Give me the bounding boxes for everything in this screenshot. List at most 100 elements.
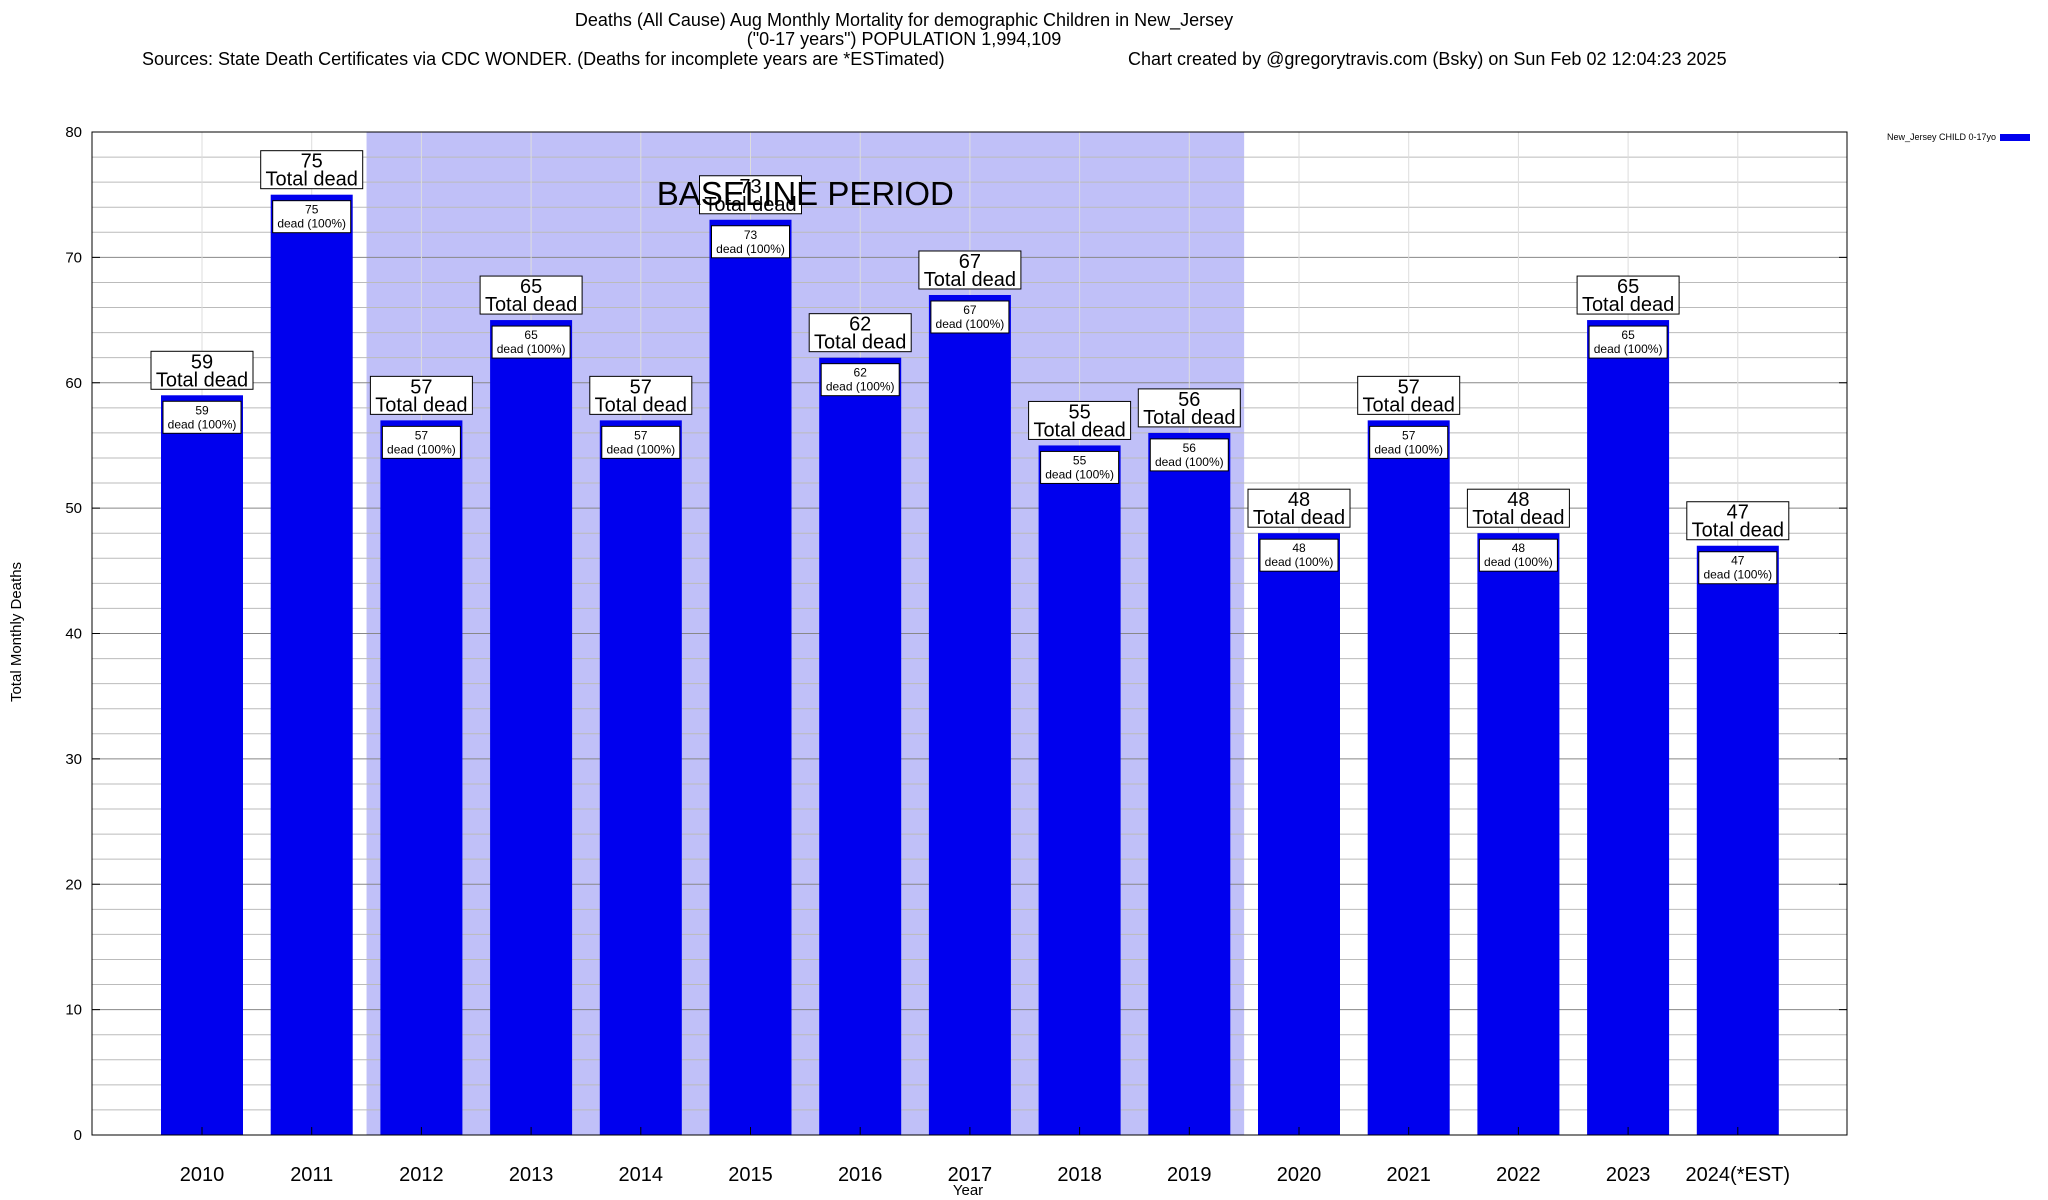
segment-percent-label: dead (100%) — [1703, 568, 1772, 582]
segment-value-label: 48 — [1512, 541, 1526, 555]
y-tick-label: 20 — [65, 876, 82, 893]
x-tick-label: 2024(*EST) — [1686, 1164, 1791, 1186]
total-label-box — [699, 175, 802, 215]
total-label-box — [918, 250, 1022, 290]
bar-2021 — [1367, 420, 1450, 1135]
total-label-box — [808, 313, 912, 353]
total-value-label: 59 — [191, 351, 213, 373]
x-tick-label: 2011 — [290, 1164, 333, 1186]
x-tick-label: 2023 — [1606, 1164, 1651, 1186]
total-label-box — [1357, 375, 1461, 415]
bar-2015 — [709, 219, 792, 1135]
x-tick-label: 2018 — [1057, 1164, 1102, 1186]
x-tick-label: 2019 — [1167, 1164, 1212, 1186]
segment-percent-label: dead (100%) — [168, 417, 237, 431]
total-value-label: 73 — [739, 176, 761, 198]
segment-percent-label: dead (100%) — [1265, 555, 1334, 569]
total-label-box — [150, 350, 254, 390]
bar-2023 — [1587, 320, 1670, 1135]
total-label-box — [1028, 400, 1132, 440]
total-dead-label: Total dead — [266, 169, 358, 191]
segment-label-box — [1588, 325, 1668, 359]
segment-percent-label: dead (100%) — [277, 217, 346, 231]
y-tick-label: 0 — [74, 1127, 82, 1144]
legend-label: New_Jersey CHILD 0-17yo — [1887, 132, 1996, 142]
total-label-box — [589, 375, 693, 415]
bar-2019 — [1148, 432, 1231, 1135]
segment-value-label: 67 — [963, 303, 977, 317]
segment-value-label: 48 — [1292, 541, 1306, 555]
segment-percent-label: dead (100%) — [716, 242, 785, 256]
y-tick-label: 10 — [65, 1002, 82, 1019]
segment-label-box — [1259, 538, 1339, 572]
total-dead-label: Total dead — [156, 369, 248, 391]
segment-value-label: 73 — [744, 228, 758, 242]
axes-layer: 0 10 20 30 40 50 60 70 80 2010 2011 2012 2013 2014 201… — [65, 124, 1848, 1186]
segment-label-box — [1040, 450, 1120, 484]
total-value-label: 47 — [1727, 502, 1749, 524]
total-dead-label: Total dead — [1692, 520, 1784, 542]
y-tick-label: 30 — [65, 751, 82, 768]
segment-value-label: 47 — [1731, 554, 1745, 568]
total-value-label: 62 — [849, 314, 871, 336]
legend-swatch — [2000, 134, 2030, 141]
segment-percent-label: dead (100%) — [936, 317, 1005, 331]
x-tick-label: 2010 — [180, 1164, 225, 1186]
total-dead-label: Total dead — [1143, 407, 1235, 429]
x-tick-label: 2017 — [948, 1164, 993, 1186]
bar-2018 — [1038, 445, 1121, 1135]
total-label-box — [369, 375, 473, 415]
segment-percent-label: dead (100%) — [387, 442, 456, 456]
segment-label-box — [601, 425, 681, 459]
x-tick-label: 2020 — [1277, 1164, 1322, 1186]
y-tick-label: 50 — [65, 500, 82, 517]
total-dead-label: Total dead — [485, 294, 577, 316]
total-value-label: 57 — [630, 376, 652, 398]
segment-label-box — [1698, 551, 1778, 585]
total-label-box — [260, 150, 364, 190]
segment-value-label: 59 — [195, 403, 209, 417]
chart-sources: Sources: State Death Certificates via CD… — [142, 49, 945, 69]
total-dead-label: Total dead — [1472, 507, 1564, 529]
total-value-label: 57 — [410, 376, 432, 398]
segment-label-box — [711, 225, 790, 259]
segment-value-label: 55 — [1073, 453, 1087, 467]
chart-title: Deaths (All Cause) Aug Monthly Mortality… — [575, 10, 1233, 31]
segment-label-box — [491, 325, 571, 359]
total-value-label: 57 — [1398, 376, 1420, 398]
legend: New_Jersey CHILD 0-17yo — [1887, 132, 2030, 142]
bar-2020 — [1258, 533, 1340, 1135]
total-value-label: 75 — [301, 151, 323, 173]
total-value-label: 65 — [520, 276, 542, 298]
x-tick-label: 2015 — [728, 1164, 773, 1186]
bar-2012 — [380, 420, 463, 1135]
total-dead-label: Total dead — [1363, 394, 1455, 416]
segment-label-box — [820, 363, 900, 397]
total-label-box — [1576, 275, 1680, 315]
y-tick-label: 70 — [65, 249, 82, 266]
total-label-box — [1137, 388, 1241, 428]
bar-2017 — [928, 294, 1011, 1135]
y-axis-label: Total Monthly Deaths — [8, 562, 25, 702]
segment-percent-label: dead (100%) — [1155, 455, 1224, 469]
x-tick-label: 2013 — [509, 1164, 554, 1186]
segment-label-box — [930, 300, 1010, 334]
bar-2016 — [819, 357, 902, 1135]
x-tick-label: 2014 — [619, 1164, 664, 1186]
segment-value-label: 62 — [854, 366, 868, 380]
total-dead-label: Total dead — [1033, 419, 1125, 441]
total-value-label: 56 — [1178, 389, 1200, 411]
total-dead-label: Total dead — [375, 394, 467, 416]
x-tick-label: 2022 — [1496, 1164, 1541, 1186]
total-value-label: 48 — [1507, 489, 1529, 511]
bar-2022 — [1477, 533, 1560, 1135]
total-value-label: 48 — [1288, 489, 1310, 511]
segment-value-label: 65 — [1621, 328, 1635, 342]
segment-percent-label: dead (100%) — [497, 342, 566, 356]
bar-2024(*EST) — [1696, 545, 1779, 1135]
bar-2014 — [599, 420, 682, 1135]
x-tick-label: 2012 — [399, 1164, 444, 1186]
segment-label-box — [1149, 438, 1229, 472]
x-axis-label: Year — [953, 1182, 983, 1199]
x-tick-label: 2021 — [1386, 1164, 1431, 1186]
